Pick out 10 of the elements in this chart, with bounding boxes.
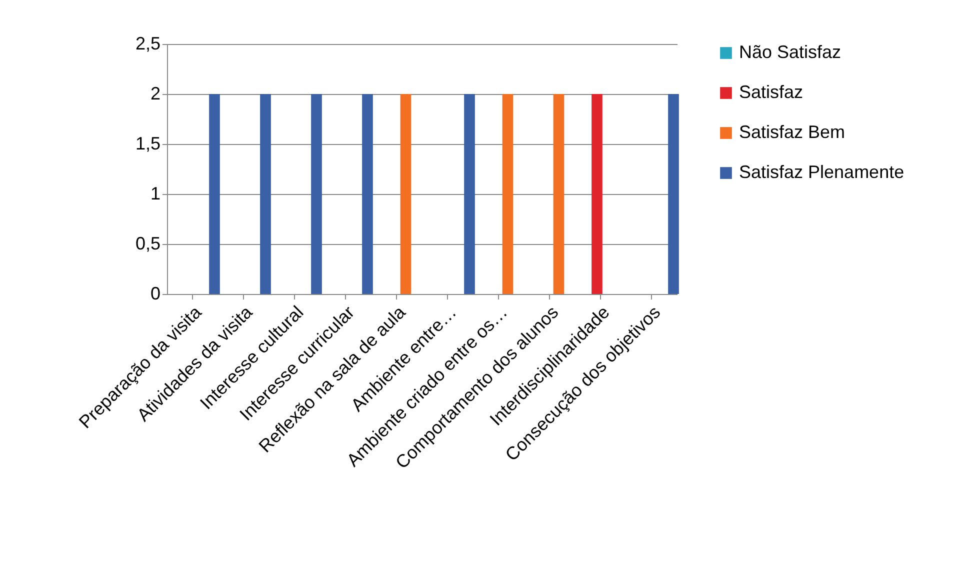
- y-tick-label: 0,5: [135, 234, 160, 254]
- y-tick-label: 2,5: [135, 34, 160, 54]
- y-tick-label: 1: [150, 184, 160, 204]
- y-tick-label: 2: [150, 84, 160, 104]
- y-tick-label: 0: [150, 284, 160, 304]
- y-tick-label: 1,5: [135, 134, 160, 154]
- legend-label: Satisfaz: [739, 82, 804, 102]
- legend-label: Satisfaz Plenamente: [739, 162, 904, 182]
- legend-label: Satisfaz Bem: [739, 122, 846, 142]
- legend-label: Não Satisfaz: [739, 42, 842, 62]
